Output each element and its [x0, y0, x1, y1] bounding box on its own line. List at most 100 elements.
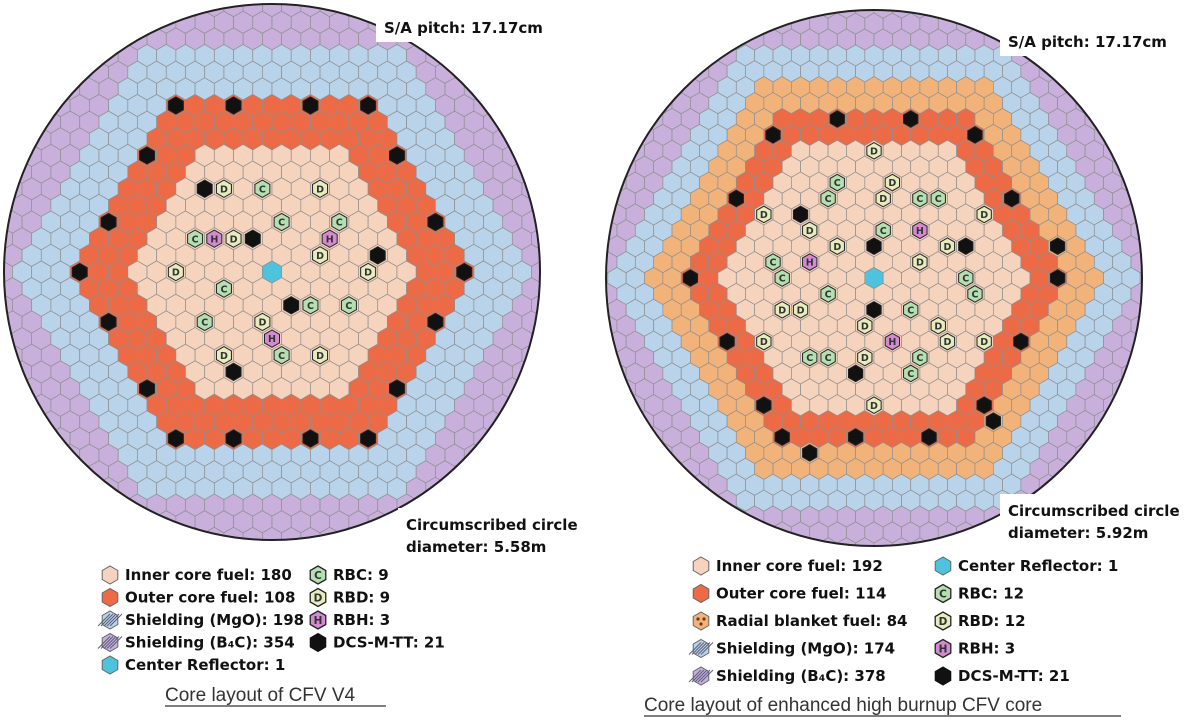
assembly-b4c [4, 360, 13, 384]
assembly-b4c [846, 0, 864, 2]
hatch-line [103, 636, 117, 649]
rod-rbd [225, 229, 242, 248]
assembly-b4c [607, 139, 627, 162]
assembly-b4c [699, 12, 719, 35]
assembly-b4c [726, 537, 746, 546]
assembly-b4c [580, 244, 599, 266]
rod-dcs [100, 312, 117, 332]
legend-label-outer: Outer core fuel: 114 [716, 585, 886, 603]
assembly-b4c [1121, 139, 1141, 162]
rod-letter: C [779, 274, 786, 285]
assembly-b4c [1057, 60, 1077, 83]
assembly-b4c [708, 10, 728, 19]
hatch-line [100, 636, 114, 649]
rod-letter: D [916, 258, 924, 269]
rod-dcs [244, 229, 261, 248]
assembly-b4c [708, 505, 728, 528]
assembly-b4c [736, 0, 754, 2]
rod-rbd [939, 332, 956, 351]
assembly-b4c [0, 278, 3, 300]
assembly-b4c [671, 28, 691, 51]
rod-rbc [875, 221, 891, 240]
assembly-b4c [165, 526, 186, 540]
rod-dcs [903, 110, 919, 128]
assembly-b4c [1075, 60, 1095, 83]
assembly-b4c [1139, 266, 1142, 290]
hatch-line [697, 642, 711, 655]
assembly-b4c [541, 244, 560, 266]
rod-dcs [682, 269, 699, 287]
assembly-b4c [1012, 0, 1030, 2]
legend-label-reflector: Center Reflector: 1 [958, 557, 1118, 575]
rod-dcs [196, 179, 213, 198]
assembly-b4c [560, 278, 579, 300]
hatch-line [694, 642, 708, 655]
cfv-v4-caption: Core layout of CFV V4 [165, 685, 356, 706]
rod-letter: H [326, 234, 334, 245]
rod-letter: D [879, 194, 887, 205]
rod-letter: C [770, 258, 777, 269]
assembly-b4c [773, 0, 791, 2]
legend-icon-letter: C [314, 570, 322, 582]
rod-dcs [167, 429, 184, 448]
high-burnup-legend: Inner core fuel: 192 Outer core fuel: 114… [688, 556, 1118, 686]
assembly-b4c [79, 44, 100, 68]
assembly-b4c [1130, 187, 1142, 210]
assembly-b4c [4, 377, 23, 401]
assembly-b4c [699, 521, 719, 544]
legend-label-outer: Outer core fuel: 108 [125, 589, 295, 607]
assembly-b4c [521, 143, 540, 167]
rod-rbd [930, 316, 946, 335]
assembly-b4c [1195, 267, 1200, 288]
rod-dcs [139, 379, 156, 398]
rod-dcs [456, 262, 473, 282]
circle-note-bg [398, 508, 598, 560]
assembly-b4c [137, 510, 157, 534]
hatch-line [691, 669, 705, 683]
rod-dcs [225, 429, 242, 448]
assembly-b4c [1168, 220, 1186, 241]
assembly-b4c [755, 0, 773, 2]
rod-rbc [774, 269, 790, 287]
rod-dcs [167, 96, 184, 115]
pitch-label: S/A pitch: 17.17cm [1008, 33, 1167, 51]
assembly-b4c [883, 554, 901, 575]
assembly-b4c [358, 4, 379, 18]
assembly-b4c [625, 107, 645, 131]
legend-icon-dcs [309, 632, 327, 653]
rod-rbc [829, 173, 845, 192]
legend-label-dcs: DCS-M-TT: 21 [958, 667, 1070, 685]
assembly-b4c [745, 537, 765, 546]
assembly-b4c [690, 537, 710, 546]
pitch-label-bg [1000, 24, 1196, 56]
assembly-b4c [1139, 330, 1142, 353]
rod-letter: D [258, 318, 266, 329]
assembly-b4c [560, 244, 579, 266]
assembly-b4c [69, 27, 90, 51]
rod-letter: C [336, 218, 343, 229]
rod-rbd [857, 316, 873, 335]
assembly-b4c [253, 544, 272, 566]
rod-letter: H [916, 226, 924, 237]
assembly-b4c [89, 526, 109, 540]
assembly-b4c [444, 476, 465, 500]
assembly-b4c [671, 473, 691, 496]
rod-letter: D [760, 210, 768, 221]
rod-rbc [273, 346, 290, 365]
assembly-b4c [108, 526, 129, 540]
rod-rbd [866, 141, 882, 160]
assembly-b4c [165, 4, 186, 18]
rod-dcs [976, 396, 992, 415]
assembly-b4c [902, 554, 920, 575]
assembly-b4c [541, 211, 560, 233]
legend-label-dcs: DCS-M-TT: 21 [333, 634, 445, 652]
assembly-b4c [571, 236, 589, 257]
assembly-b4c [607, 394, 627, 417]
rod-letter: C [345, 301, 352, 312]
rod-letter: D [980, 210, 988, 221]
assembly-b4c [553, 267, 571, 288]
assembly-b4c [580, 220, 598, 241]
assembly-b4c [606, 298, 609, 321]
assembly-b4c [1112, 410, 1132, 433]
assembly-b4c [571, 331, 589, 352]
